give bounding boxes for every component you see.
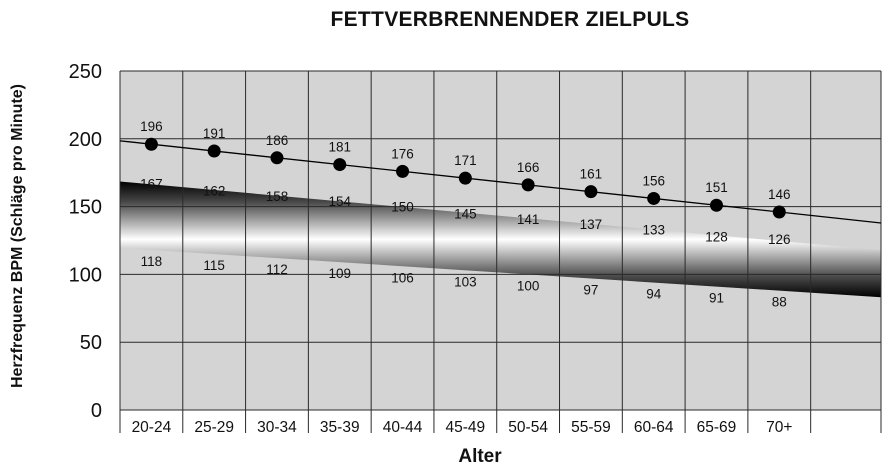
max-heart-rate-point <box>144 137 158 151</box>
upper-zone-label: 150 <box>391 200 414 215</box>
max-heart-rate-label: 186 <box>266 133 289 148</box>
y-tick-label: 150 <box>69 197 102 219</box>
max-heart-rate-label: 191 <box>203 126 226 141</box>
upper-zone-label: 126 <box>768 232 791 247</box>
lower-zone-label: 109 <box>328 266 351 281</box>
max-heart-rate-label: 151 <box>705 180 728 195</box>
max-heart-rate-label: 181 <box>328 140 351 155</box>
lower-zone-label: 94 <box>646 287 662 302</box>
max-heart-rate-line <box>119 140 882 224</box>
lower-zone-label: 103 <box>454 274 477 289</box>
lower-zone-label: 115 <box>203 258 225 273</box>
y-tick-label: 100 <box>69 264 102 286</box>
max-heart-rate-point <box>458 171 472 185</box>
y-tick-label: 0 <box>91 400 102 422</box>
max-heart-rate-point <box>772 205 786 219</box>
max-heart-rate-label: 171 <box>454 153 477 168</box>
max-heart-rate-label: 196 <box>140 119 163 134</box>
x-tick-label: 65-69 <box>697 419 737 436</box>
lower-zone-label: 88 <box>772 295 787 310</box>
max-heart-rate-label: 161 <box>580 167 603 182</box>
target-zone-band <box>120 181 881 298</box>
y-tick-label: 250 <box>69 61 102 83</box>
x-tick-label: 35-39 <box>320 419 360 436</box>
upper-zone-label: 133 <box>642 223 665 238</box>
x-tick-label: 70+ <box>766 419 792 436</box>
max-heart-rate-point <box>647 191 661 205</box>
upper-zone-label: 137 <box>580 217 603 232</box>
x-tick-label: 45-49 <box>446 419 486 436</box>
max-heart-rate-point <box>709 198 723 212</box>
max-heart-rate-point <box>584 185 598 199</box>
upper-zone-label: 145 <box>454 206 477 221</box>
max-heart-rate-point <box>521 178 535 192</box>
x-tick-label: 40-44 <box>383 419 423 436</box>
lower-zone-label: 91 <box>709 291 724 306</box>
upper-zone-label: 154 <box>328 194 351 209</box>
lower-zone-label: 97 <box>583 282 598 297</box>
x-tick-label: 30-34 <box>257 419 297 436</box>
x-tick-label: 25-29 <box>194 419 234 436</box>
x-axis-label: Alter <box>458 446 502 467</box>
lower-zone-label: 100 <box>517 278 540 293</box>
upper-zone-label: 128 <box>705 229 728 244</box>
x-tick-label: 50-54 <box>508 419 548 436</box>
max-heart-rate-point <box>207 144 221 158</box>
max-heart-rate-label: 146 <box>768 187 791 202</box>
max-heart-rate-label: 166 <box>517 160 540 175</box>
x-tick-label: 60-64 <box>634 419 674 436</box>
max-heart-rate-point <box>396 164 410 178</box>
upper-zone-label: 167 <box>140 177 163 192</box>
y-tick-label: 200 <box>69 129 102 151</box>
x-tick-label: 20-24 <box>132 419 172 436</box>
lower-zone-label: 106 <box>391 270 414 285</box>
y-tick-label: 50 <box>80 332 102 354</box>
x-tick-label: 55-59 <box>571 419 611 436</box>
lower-zone-label: 118 <box>141 254 163 269</box>
upper-zone-label: 141 <box>517 212 540 227</box>
upper-zone-label: 158 <box>266 189 289 204</box>
max-heart-rate-label: 156 <box>642 173 665 188</box>
upper-zone-label: 162 <box>203 183 226 198</box>
max-heart-rate-label: 176 <box>391 146 414 161</box>
max-heart-rate-point <box>270 151 284 165</box>
lower-zone-label: 112 <box>266 262 288 277</box>
max-heart-rate-point <box>333 158 347 172</box>
chart-title: FETTVERBRENNENDER ZIELPULS <box>330 8 690 31</box>
